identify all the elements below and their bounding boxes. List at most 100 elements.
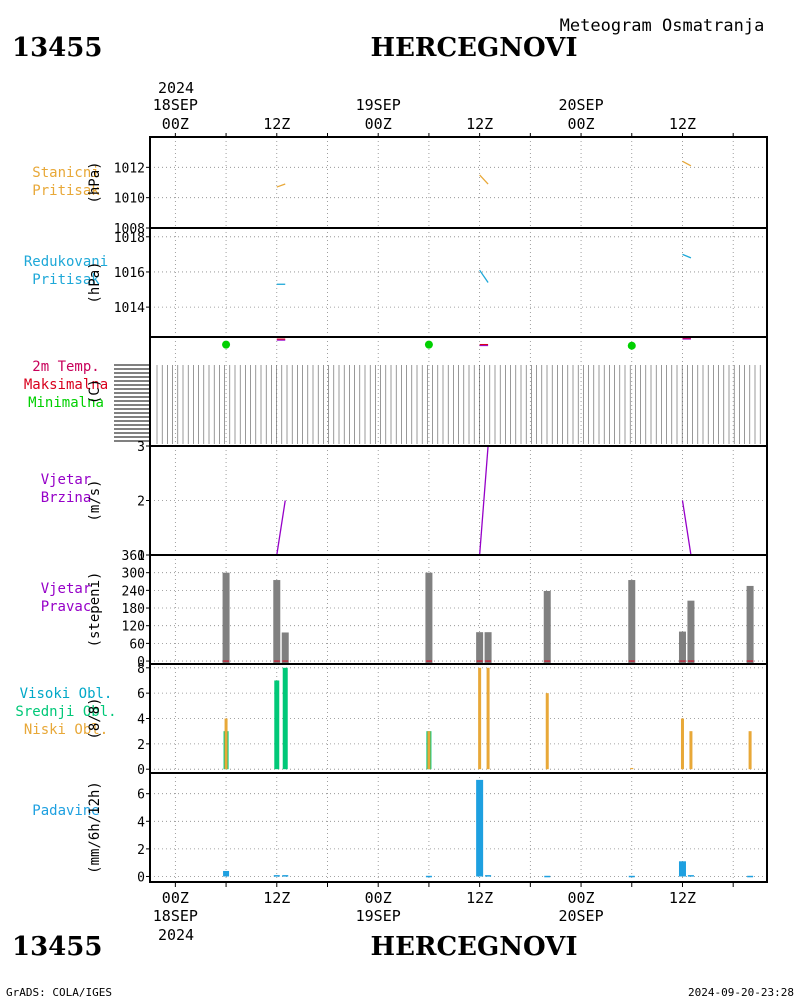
bottom-hour-label-5: 12Z bbox=[669, 889, 696, 907]
y-tick-label: 1012 bbox=[114, 161, 145, 176]
y-tick-label: 6 bbox=[137, 788, 145, 803]
precip-bar-3 bbox=[425, 875, 432, 878]
top-date-label-0: 18SEP bbox=[153, 96, 198, 114]
footer-station-id: 13455 bbox=[12, 932, 102, 962]
panel-clouds: Visoki Obl. Srednji Obl. Niski Obl.(8/8) 0 2… bbox=[15, 662, 768, 778]
y-tick-label: 300 bbox=[122, 567, 145, 582]
y-tick-label: 2 bbox=[137, 495, 145, 510]
top-hour-label-2: 00Z bbox=[365, 115, 392, 133]
wind-dir-bar-0 bbox=[222, 572, 230, 664]
panel-reduced_pressure: Redukovani Pritisak(hPa) 1014 1016 1018 bbox=[24, 227, 768, 338]
precip-bar-0 bbox=[223, 870, 230, 877]
cloud-low-bar-3 bbox=[486, 667, 490, 770]
time-axis-year-bottom: 2024 bbox=[158, 926, 194, 944]
bottom-hour-label-1: 12Z bbox=[263, 889, 290, 907]
wind-dir-bar-4 bbox=[476, 632, 484, 664]
cloud-low-bar-4 bbox=[545, 693, 549, 770]
series-segment-2 bbox=[682, 160, 692, 167]
series-segment-2 bbox=[681, 500, 692, 555]
header-subtitle: Meteogram Osmatranja bbox=[560, 16, 765, 36]
plot-area bbox=[223, 779, 754, 878]
y-tick-label: 240 bbox=[122, 584, 145, 599]
panel-station_pressure: Stanicni Pritisak(hPa) 1008 1010 1012 bbox=[32, 136, 768, 237]
header-station-id: 13455 bbox=[12, 33, 102, 63]
y-tick-label: 1016 bbox=[114, 266, 145, 281]
plot-area bbox=[223, 667, 752, 770]
top-hour-label-5: 12Z bbox=[669, 115, 696, 133]
panel-frame bbox=[149, 554, 768, 665]
y-tick-label: 0 bbox=[137, 870, 145, 885]
wind-dir-bar-5 bbox=[484, 632, 492, 664]
y-tick-label: 4 bbox=[137, 713, 145, 728]
panel-label-1: Pritisak bbox=[32, 272, 100, 288]
cloud-low-bar-6 bbox=[680, 718, 684, 770]
y-tick-label: 2 bbox=[137, 738, 145, 753]
plot-area bbox=[276, 253, 692, 285]
wind-dir-bar-7 bbox=[628, 580, 636, 664]
y-tick-label: 1018 bbox=[114, 231, 145, 246]
panel-precipitation: Padavine(mm/6h/12h) 0 2 4 6 bbox=[32, 772, 768, 885]
top-date-label-4: 20SEP bbox=[558, 96, 603, 114]
y-tick-label: 120 bbox=[122, 620, 145, 635]
header-station-name: HERCEGNOVI bbox=[371, 33, 578, 63]
panel-label-1: Maksimalna bbox=[24, 377, 108, 393]
panel-label-1: Pritisak bbox=[32, 183, 100, 199]
series-segment-1 bbox=[478, 446, 489, 555]
footer-credit: GrADS: COLA/IGES bbox=[6, 986, 112, 999]
y-tick-label: 0 bbox=[137, 655, 145, 670]
series-segment-2 bbox=[682, 253, 692, 259]
series-segment-0 bbox=[276, 183, 286, 188]
precip-bar-9 bbox=[687, 875, 694, 877]
panels: StanicniPritisak(hPa)100810101012Redukov… bbox=[15, 133, 768, 887]
plot-area bbox=[276, 446, 692, 555]
precip-bar-6 bbox=[544, 875, 551, 878]
top-hour-label-1: 12Z bbox=[263, 115, 290, 133]
footer-timestamp: 2024-09-20-23:28 bbox=[688, 986, 794, 999]
bottom-date-label-0: 18SEP bbox=[153, 907, 198, 925]
panel-label-1: Brzina bbox=[41, 490, 92, 506]
y-tick-label: 2 bbox=[137, 843, 145, 858]
cloud-mid-bar-1 bbox=[274, 680, 280, 770]
y-tick-label: 1014 bbox=[114, 301, 145, 316]
y-axis-label: (C) bbox=[87, 379, 103, 404]
panel-wind_direction: Vjetar Pravac(stepeni) 0 60 120 180 240 300 360 bbox=[41, 549, 768, 670]
plot-area bbox=[222, 572, 754, 664]
y-tick-label: 360 bbox=[122, 549, 145, 564]
precip-bar-1 bbox=[273, 875, 280, 877]
panel-label-0: Padavine bbox=[32, 803, 99, 819]
panel-frame bbox=[149, 227, 768, 338]
wind-dir-bar-10 bbox=[746, 585, 754, 664]
panel-frame bbox=[149, 136, 768, 229]
bottom-hour-label-4: 00Z bbox=[568, 889, 595, 907]
y-axis-label: (8/8) bbox=[87, 697, 103, 739]
panel-label-0: 2m Temp. bbox=[32, 359, 99, 375]
tmin-point-0 bbox=[222, 340, 231, 349]
bottom-hour-label-2: 00Z bbox=[365, 889, 392, 907]
panel-frame bbox=[149, 772, 768, 883]
cloud-low-bar-8 bbox=[748, 731, 752, 770]
y-tick-label: 60 bbox=[129, 637, 145, 652]
top-hour-label-3: 12Z bbox=[466, 115, 493, 133]
tmin-point-2 bbox=[627, 341, 636, 350]
time-axis-year-top: 2024 bbox=[158, 79, 194, 97]
bottom-hour-label-3: 12Z bbox=[466, 889, 493, 907]
bottom-hour-label-0: 00Z bbox=[162, 889, 189, 907]
panel-label-1: Pravac bbox=[41, 599, 92, 615]
wind-dir-bar-2 bbox=[281, 632, 289, 664]
y-tick-label: 4 bbox=[137, 815, 145, 830]
precip-bar-4 bbox=[476, 779, 484, 877]
panel-label-0: Vjetar bbox=[41, 581, 92, 597]
plot-area bbox=[156, 337, 761, 444]
y-tick-label: 180 bbox=[122, 602, 145, 617]
panel-temperature: 2m Temp. Maksimalna Minimalna(C) bbox=[24, 336, 768, 447]
series-segment-1 bbox=[479, 269, 489, 283]
panel-wind_speed: Vjetar Brzina(m/s) 1 2 3 bbox=[41, 440, 768, 564]
panel-label-0: Vjetar bbox=[41, 472, 92, 488]
y-axis-label: (m/s) bbox=[87, 479, 103, 521]
y-axis-label: (mm/6h/12h) bbox=[87, 781, 103, 874]
y-axis-label: (hPa) bbox=[87, 161, 103, 203]
top-hour-label-0: 00Z bbox=[162, 115, 189, 133]
cloud-low-bar-1 bbox=[427, 731, 431, 770]
precip-bar-10 bbox=[747, 875, 754, 878]
